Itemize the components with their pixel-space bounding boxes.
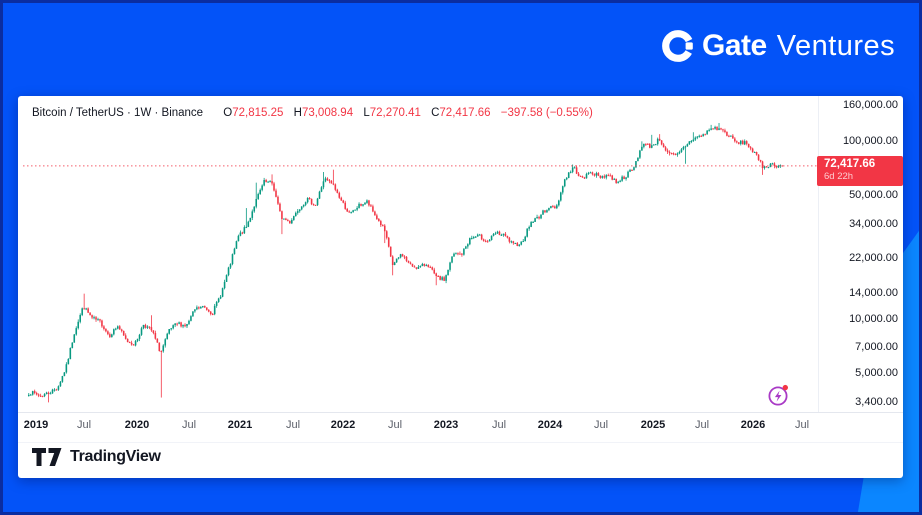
price-tick-label: 22,000.00 [849, 252, 898, 264]
brand-name-light: Ventures [776, 29, 896, 62]
close-value: 72,417.66 [439, 107, 491, 119]
time-tick-label: 2019 [23, 419, 49, 431]
chart-legend: Bitcoin / TetherUS · 1W · Binance O72,81… [32, 107, 593, 119]
time-tick-label: Jul [76, 419, 92, 431]
time-tick-label: 2023 [433, 419, 459, 431]
time-tick-label: 2024 [537, 419, 563, 431]
time-tick-label: Jul [694, 419, 710, 431]
price-tick-label: 7,000.00 [855, 341, 898, 353]
price-axis-separator [818, 96, 819, 412]
candlestick-chart[interactable] [18, 96, 903, 478]
price-tick-label: 14,000.00 [849, 287, 898, 299]
change-value: −397.58 (−0.55%) [500, 107, 593, 119]
tradingview-icon [32, 448, 62, 466]
price-tick-label: 100,000.00 [842, 135, 898, 147]
time-tick-label: 2026 [740, 419, 766, 431]
time-tick-label: Jul [593, 419, 609, 431]
price-tick-label: 10,000.00 [849, 313, 898, 325]
time-axis-separator [18, 412, 903, 413]
time-tick-label: 2025 [640, 419, 666, 431]
tradingview-attribution[interactable]: TradingView [32, 448, 161, 466]
price-tick-label: 3,400.00 [855, 396, 898, 408]
brand-name-bold: Gate [702, 29, 767, 62]
time-tick-label: 2020 [124, 419, 150, 431]
price-tick-label: 160,000.00 [842, 99, 898, 111]
bar-countdown: 6d 22h [824, 171, 854, 182]
spark-icon[interactable] [766, 382, 792, 408]
symbol-title[interactable]: Bitcoin / TetherUS · 1W · Binance [32, 107, 204, 119]
time-tick-label: Jul [491, 419, 507, 431]
price-axis[interactable]: 160,000.00 100,000.00 50,000.00 34,000.00 22… [818, 96, 903, 412]
time-tick-label: Jul [387, 419, 403, 431]
time-tick-label: Jul [285, 419, 301, 431]
time-tick-label: 2021 [227, 419, 253, 431]
open-label: O [223, 107, 233, 119]
low-label: L [363, 107, 370, 119]
price-tick-label: 50,000.00 [849, 189, 898, 201]
brand-logo: Gate Ventures [660, 26, 895, 66]
notification-dot [782, 384, 788, 391]
time-tick-label: Jul [181, 419, 197, 431]
high-label: H [293, 107, 302, 119]
price-tick-label: 34,000.00 [849, 218, 898, 230]
price-tick-label: 5,000.00 [855, 367, 898, 379]
tradingview-label: TradingView [70, 448, 161, 465]
time-tick-label: Jul [794, 419, 810, 431]
chart-panel: Bitcoin / TetherUS · 1W · Binance O72,81… [18, 96, 903, 478]
open-value: 72,815.25 [232, 107, 284, 119]
close-label: C [431, 107, 440, 119]
last-price-label: 72,417.66 6d 22h [817, 156, 903, 186]
low-value: 72,270.41 [369, 107, 421, 119]
gate-logo-icon [662, 30, 694, 62]
last-price-value: 72,417.66 [824, 158, 876, 170]
time-axis[interactable]: 2019 Jul 2020 Jul 2021 Jul 2022 Jul 2023 Jul 2024 J… [18, 412, 903, 442]
toolbar-separator [18, 442, 903, 443]
high-value: 73,008.94 [301, 107, 354, 119]
time-tick-label: 2022 [330, 419, 356, 431]
